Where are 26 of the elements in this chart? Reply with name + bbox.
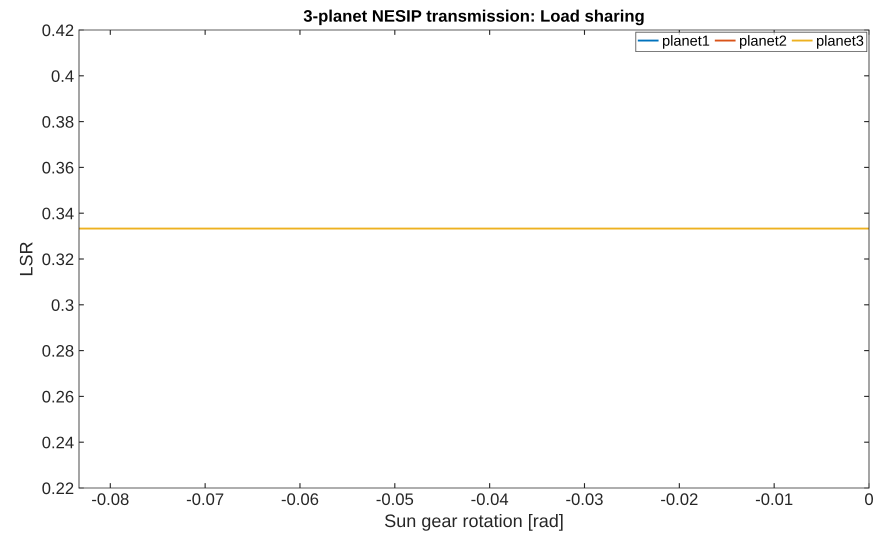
x-tick-label: -0.07 [186,493,224,506]
y-tick-label: 0.3 [52,299,74,312]
x-tick-label: -0.06 [282,493,318,506]
y-axis-title: LSR [20,242,33,276]
x-tick-label: 0 [865,493,873,506]
legend-label: planet1 [662,35,710,49]
legend-label: planet3 [816,35,864,49]
y-tick-label: 0.34 [42,208,74,220]
x-tick-label: -0.01 [756,493,792,506]
y-tick-label: 0.4 [52,70,74,82]
y-tick-label: 0.32 [42,253,74,266]
chart-title: 3-planet NESIP transmission: Load sharing [304,10,644,26]
x-tick-label: -0.03 [566,493,603,506]
x-tick-label: -0.04 [471,493,508,506]
y-tick-label: 0.36 [42,162,74,174]
y-tick-label: 0.26 [42,390,74,403]
x-tick-label: -0.02 [661,493,698,506]
y-tick-label: 0.24 [42,436,74,448]
x-tick-label: -0.05 [376,493,414,506]
y-tick-label: 0.28 [42,345,74,357]
legend-label: planet2 [740,35,786,49]
x-axis-title: Sun gear rotation [rad] [384,514,563,531]
y-tick-label: 0.42 [42,24,74,36]
y-tick-label: 0.38 [42,116,74,128]
y-tick-label: 0.22 [42,482,74,494]
x-tick-label: -0.08 [92,493,129,506]
